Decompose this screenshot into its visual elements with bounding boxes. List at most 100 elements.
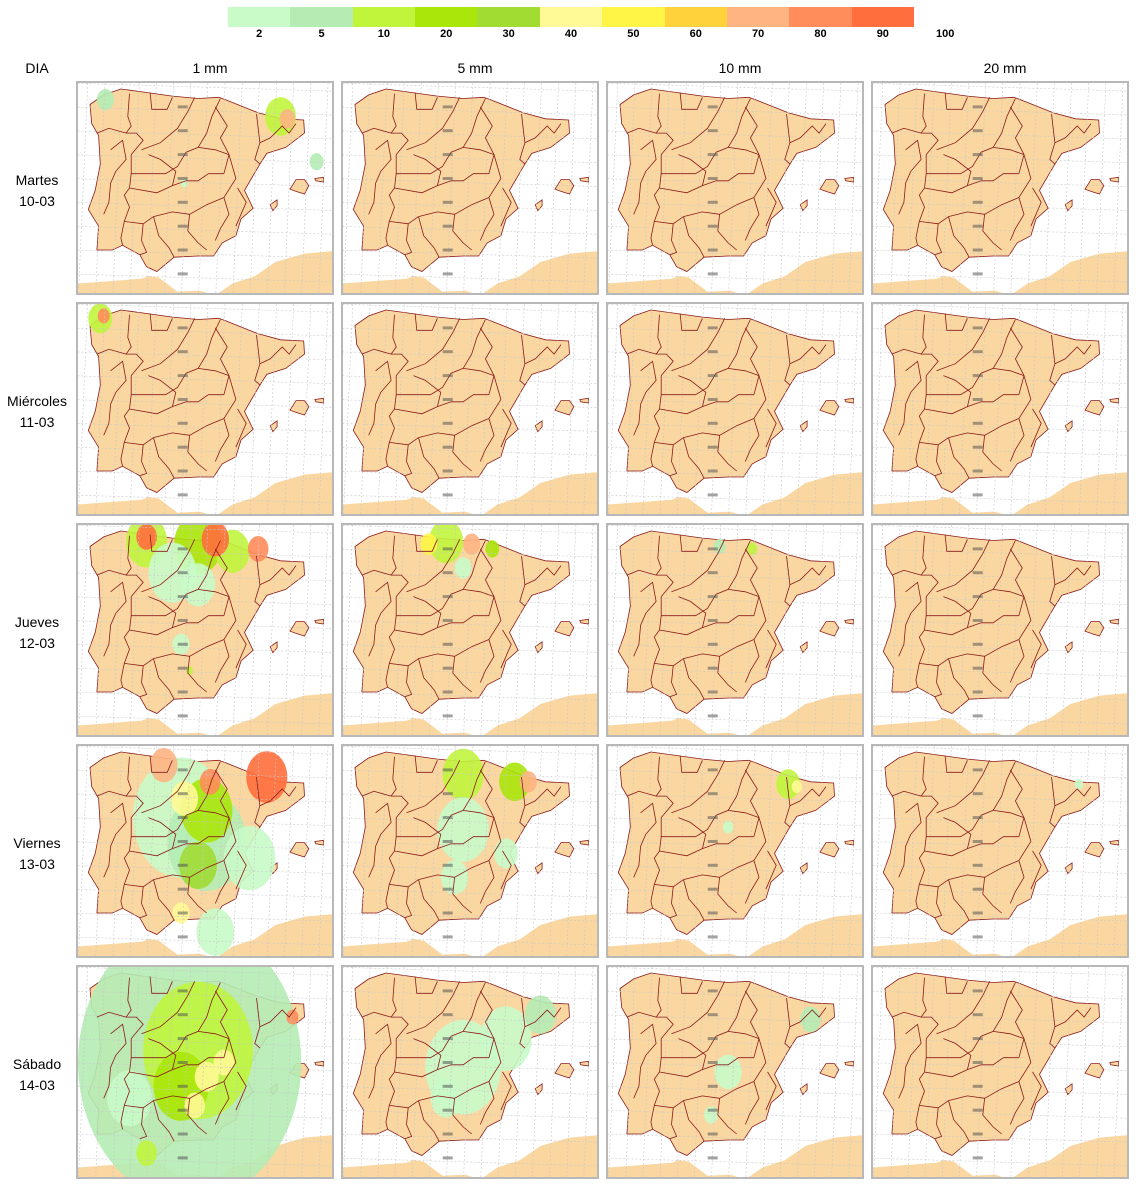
latitude-marker (442, 153, 453, 157)
precip-probability-area (723, 820, 734, 834)
iberia-landmass (882, 88, 1100, 272)
precip-map-panel (606, 965, 864, 1179)
iberia-landmass (87, 88, 305, 272)
threshold-header-1mm: 1 mm (192, 60, 228, 76)
iberia-landmass (882, 309, 1100, 493)
legend-tick-label: 5 (318, 28, 325, 40)
latitude-marker (177, 642, 188, 646)
latitude-marker (442, 105, 453, 109)
latitude-marker (707, 445, 718, 449)
graticule (78, 746, 332, 956)
latitude-marker (177, 350, 188, 354)
threshold-header-10mm: 10 mm (718, 60, 762, 76)
menorca-island (579, 176, 589, 183)
legend-swatch (789, 7, 852, 27)
precip-map-panel (871, 965, 1129, 1179)
menorca-island (314, 1060, 324, 1067)
menorca-island (844, 1060, 854, 1067)
legend-swatch (539, 7, 603, 27)
precip-probability-area (286, 1009, 299, 1025)
africa-landmass (343, 914, 597, 956)
legend-swatch (290, 7, 353, 27)
province-borders (361, 534, 562, 700)
precip-map (608, 746, 862, 956)
precip-probability-area (247, 536, 269, 562)
day-name: Jueves (14, 614, 60, 630)
latitude-marker (707, 911, 718, 915)
graticule (78, 525, 332, 735)
mallorca-island (1084, 621, 1105, 637)
precip-map-panel (76, 744, 334, 958)
precip-map (78, 304, 332, 514)
latitude-marker (972, 105, 983, 109)
latitude-marker (442, 469, 453, 473)
precip-probability-area (309, 153, 324, 171)
latitude-marker (707, 792, 718, 796)
africa-landmass (873, 251, 1127, 293)
ibiza-island (799, 641, 808, 654)
latitude-marker (177, 1013, 188, 1017)
province-borders (96, 976, 297, 1142)
latitude-marker (442, 619, 453, 622)
precip-probability-area (437, 797, 489, 862)
latitude-marker (972, 714, 983, 718)
latitude-marker (972, 840, 983, 843)
iberia-landmass (352, 309, 570, 493)
mallorca-island (554, 1063, 575, 1079)
latitude-marker (442, 935, 453, 939)
graticule (608, 746, 862, 956)
latitude-marker (177, 547, 188, 551)
color-legend-labels: 2 5 10 20 30 40 50 60 70 80 90 100 (0, 28, 1136, 42)
precip-map (873, 746, 1127, 956)
latitude-marker (972, 177, 983, 180)
graticule (608, 83, 862, 293)
day-label-martes: Martes 10-03 (0, 170, 74, 212)
latitude-marker (972, 863, 983, 867)
latitude-marker (442, 421, 453, 425)
latitude-marker (972, 642, 983, 646)
africa-landmass (78, 693, 332, 735)
latitude-marker (707, 887, 718, 891)
latitude-marker (972, 619, 983, 622)
graticule (608, 525, 862, 735)
precip-map-panel (341, 744, 599, 958)
iberia-landmass (617, 309, 835, 493)
latitude-marker (442, 1037, 453, 1041)
mallorca-island (289, 400, 310, 416)
latitude-marker (442, 1132, 453, 1136)
iberia-landmass (882, 530, 1100, 714)
precip-map (608, 304, 862, 514)
latitude-marker (972, 935, 983, 939)
latitude-marker (177, 714, 188, 718)
province-borders (891, 755, 1092, 921)
africa-landmass (608, 914, 862, 956)
mallorca-island (554, 179, 575, 195)
day-label-miercoles: Miércoles 11-03 (0, 391, 74, 433)
day-date: 14-03 (19, 1077, 55, 1093)
ibiza-island (1064, 1083, 1073, 1096)
menorca-island (844, 839, 854, 846)
province-borders (361, 313, 562, 479)
menorca-island (844, 397, 854, 404)
iberia-landmass (882, 751, 1100, 935)
latitude-marker (442, 642, 453, 646)
province-borders (626, 92, 827, 258)
latitude-marker (177, 1037, 188, 1041)
latitude-marker (177, 248, 188, 252)
latitude-marker (707, 595, 718, 599)
mallorca-island (1084, 1063, 1105, 1079)
latitude-marker (707, 326, 718, 330)
precip-map (343, 83, 597, 293)
latitude-marker (707, 398, 718, 401)
precip-map-panel (871, 523, 1129, 737)
legend-swatch (352, 7, 416, 27)
iberia-landmass (87, 309, 305, 493)
latitude-marker (177, 153, 188, 157)
legend-tick-label: 70 (751, 28, 765, 40)
latitude-marker (177, 177, 188, 180)
menorca-island (314, 839, 324, 846)
precip-map (608, 967, 862, 1177)
latitude-marker (442, 840, 453, 843)
latitude-marker (707, 935, 718, 939)
province-borders (626, 313, 827, 479)
